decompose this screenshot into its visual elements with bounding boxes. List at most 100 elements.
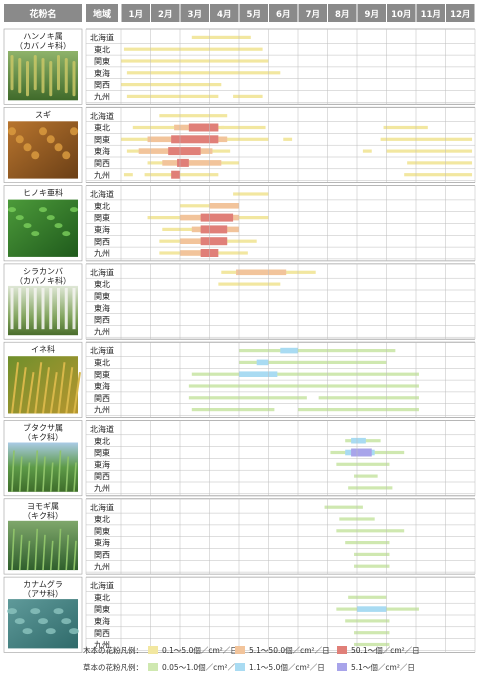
- region-label: 東北: [94, 436, 110, 446]
- pollen-bar: [200, 237, 228, 246]
- legend-label: 1.1～5.0個／cm²／日: [249, 662, 325, 672]
- plant-name-line: イネ科: [31, 344, 55, 354]
- pollen-bar: [354, 564, 390, 568]
- region-label: 関西: [94, 394, 110, 403]
- plant-stem: [73, 462, 77, 492]
- cedar-cone: [23, 143, 32, 152]
- region-label: 東北: [94, 44, 110, 54]
- pollen-bar: [191, 372, 419, 376]
- pollen-bar: [191, 35, 251, 39]
- leaf: [70, 207, 78, 213]
- pollen-bar: [386, 149, 473, 153]
- header-month-label: 6月: [276, 10, 290, 20]
- grass-stem: [49, 372, 58, 414]
- plant-name-line: ヨモギ属: [27, 502, 59, 511]
- plant-photo: [8, 121, 78, 179]
- region-label: 関東: [94, 448, 110, 458]
- header-month-label: 2月: [158, 10, 172, 20]
- pollen-bar: [354, 631, 390, 635]
- pollen-bar: [357, 606, 387, 612]
- pollen-bar: [362, 149, 372, 153]
- grass-stem: [26, 372, 35, 414]
- header-month-label: 1月: [129, 10, 143, 20]
- pollen-bar: [236, 269, 287, 276]
- plant-name-line: （カバノキ科）: [15, 275, 71, 285]
- header-month-cell: [239, 4, 268, 22]
- region-label: 九州: [94, 484, 110, 493]
- plant-stem: [34, 528, 39, 571]
- leaf: [8, 207, 16, 213]
- plant-stem: [18, 456, 23, 492]
- plant-name-line: （カバノキ科）: [15, 41, 71, 51]
- region-label: 東海: [94, 381, 110, 391]
- header-month-label: 4月: [217, 10, 231, 20]
- pollen-bar: [283, 137, 293, 141]
- plant-photo: [7, 599, 79, 649]
- pollen-bar: [126, 71, 281, 75]
- pollen-bar: [171, 135, 219, 144]
- birch-trunk: [18, 287, 22, 330]
- cedar-cone: [70, 127, 78, 136]
- region-label: 九州: [94, 171, 110, 180]
- pollen-bar: [188, 396, 307, 400]
- pollen-bar: [126, 94, 219, 98]
- header-month-cell: [446, 4, 475, 22]
- pollen-bar: [191, 408, 275, 412]
- legend-title: 木本の花粉凡例：: [83, 645, 143, 655]
- plant-stem: [73, 540, 77, 571]
- grass-stem: [65, 367, 74, 414]
- region-label: 東海: [94, 225, 110, 235]
- plant-stem: [18, 534, 23, 571]
- leaf: [15, 215, 24, 221]
- header-month-cell: [151, 4, 180, 22]
- leaf: [54, 223, 63, 229]
- pollen-bar: [380, 137, 473, 141]
- cedar-cone: [39, 127, 47, 136]
- plant-stem: [57, 528, 62, 571]
- region-label: 北海道: [90, 189, 114, 199]
- header-month-label: 7月: [306, 10, 320, 20]
- header-month-label: 10月: [391, 10, 411, 20]
- legend-label: 0.05～1.0個／cm²／日: [162, 662, 243, 672]
- plant-name-line: カナムグラ: [23, 579, 63, 589]
- pollen-bar: [354, 642, 390, 647]
- legend-swatch: [235, 646, 245, 654]
- pollen-bar: [123, 173, 133, 177]
- leaf: [39, 207, 47, 213]
- plant-name-line: ハンノキ属: [23, 32, 63, 41]
- legend-label: 5.1～個／cm²／日: [351, 662, 415, 672]
- pollen-bar: [239, 360, 387, 364]
- legend-swatch: [148, 663, 158, 671]
- region-label: 東北: [94, 201, 110, 211]
- pollen-bar: [209, 203, 239, 209]
- plant-stem: [65, 456, 70, 492]
- region-label: 九州: [94, 641, 110, 650]
- pollen-bar: [348, 595, 387, 599]
- plant-stem: [57, 450, 62, 492]
- region-label: 関東: [94, 134, 110, 144]
- cedar-cone: [54, 143, 63, 152]
- pollen-bar: [159, 114, 228, 118]
- region-label: 関西: [94, 237, 110, 246]
- legend-title: 草本の花粉凡例：: [83, 662, 143, 672]
- plant-stem: [42, 534, 46, 571]
- birch-trunk: [49, 287, 53, 330]
- region-label: 九州: [94, 327, 110, 336]
- region-label: 東北: [94, 279, 110, 289]
- plant-stem: [49, 540, 54, 571]
- region-label: 東北: [94, 358, 110, 368]
- region-label: 関西: [94, 316, 110, 325]
- catkin: [41, 58, 45, 94]
- hop-leaf: [61, 618, 72, 625]
- hop-leaf: [45, 628, 56, 635]
- leaf: [31, 231, 40, 237]
- region-label: 関東: [94, 213, 110, 223]
- pollen-bar: [407, 161, 473, 165]
- region-label: 北海道: [90, 502, 114, 512]
- grass-stem: [57, 362, 66, 414]
- header-month-cell: [269, 4, 298, 22]
- pollen-bar: [351, 437, 366, 444]
- grass-stem: [73, 372, 81, 414]
- grass-stem: [11, 362, 19, 414]
